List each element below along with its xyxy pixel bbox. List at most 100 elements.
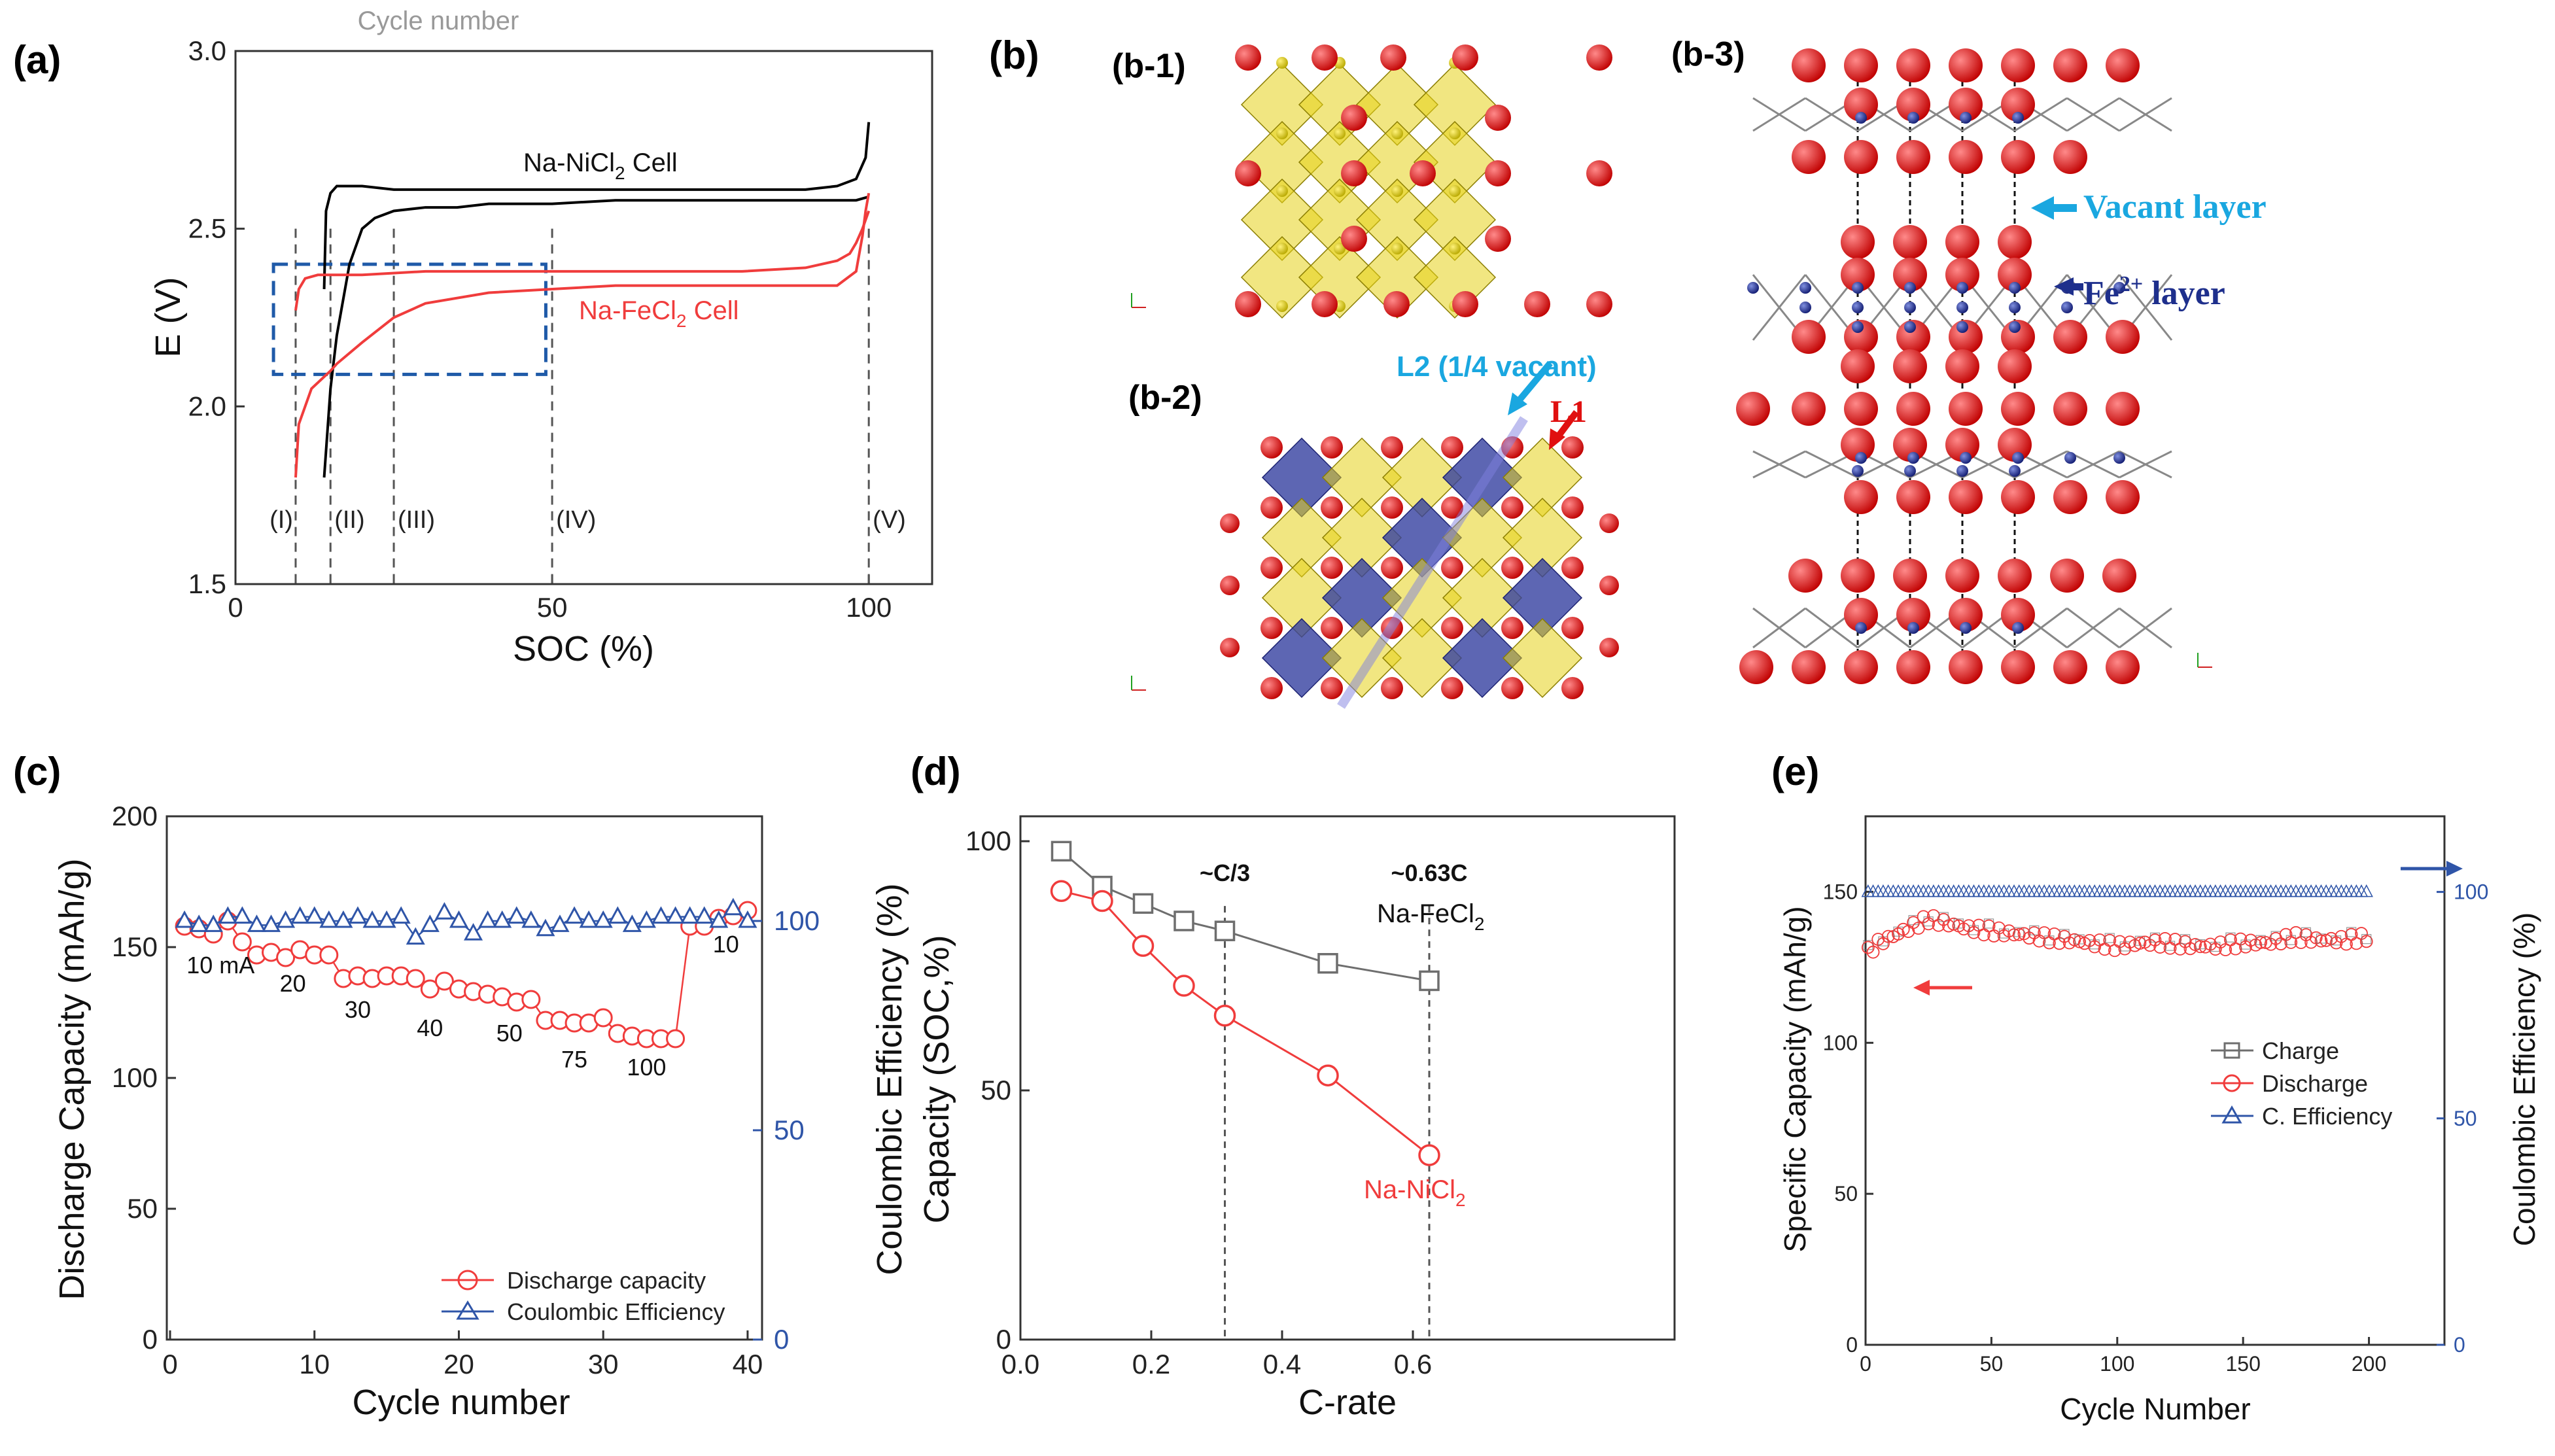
b1-atom xyxy=(1341,160,1367,186)
e-dis-point xyxy=(2053,937,2066,950)
c-point xyxy=(550,914,570,932)
e-dis-point xyxy=(1997,929,2011,943)
b3-blue-atom xyxy=(1907,112,1919,124)
a-series-3 xyxy=(294,192,871,478)
b3-red-atom xyxy=(1841,559,1875,593)
b2-l2-arrow xyxy=(1515,360,1553,405)
b3-blue-atom xyxy=(2113,452,2125,464)
b2-atom xyxy=(1220,513,1240,533)
b2-atom xyxy=(1441,496,1463,519)
b1-small-atom xyxy=(1391,128,1403,139)
b3-blue-atom xyxy=(1852,465,1864,477)
b3-bond xyxy=(1752,97,1806,132)
b3-red-atom xyxy=(1844,480,1878,514)
b3-red-atom xyxy=(1792,650,1826,684)
legend-e-marker-2 xyxy=(2223,1074,2241,1092)
chart-c-ticks: 0 10 20 30 40 0 50 100 150 200 0 50 100 xyxy=(112,801,820,1379)
a-series-0 xyxy=(322,122,871,290)
c-point xyxy=(608,906,627,924)
b3-blue-atom xyxy=(1799,282,1811,294)
e-dis-point xyxy=(2314,934,2328,948)
c-point xyxy=(738,910,757,928)
c-point xyxy=(218,906,237,924)
c-point xyxy=(175,910,194,928)
c-point xyxy=(536,918,555,937)
b1-atom xyxy=(1341,105,1367,131)
b1-small-atom xyxy=(1276,128,1288,139)
chart-e-y2label: Coulombic Efficiency (%) xyxy=(2507,912,2541,1246)
d-point xyxy=(1173,975,1195,997)
e-y2tick-label: 0 xyxy=(2454,1333,2465,1357)
b3-red-atom xyxy=(2001,650,2035,684)
b2-atom xyxy=(1441,557,1463,579)
d-point xyxy=(1317,1064,1339,1086)
chart-a-xlabel: SOC (%) xyxy=(513,629,654,668)
e-chg-point xyxy=(2089,939,2100,950)
e-dis-point xyxy=(2359,935,2373,948)
b3-blue-atom xyxy=(2113,282,2125,294)
c-point xyxy=(636,910,656,928)
e-dis-point xyxy=(2178,935,2192,948)
e-dis-point xyxy=(2174,943,2187,956)
a-series-1 xyxy=(322,195,869,478)
b3-blue-atom xyxy=(1907,622,1919,634)
a-ytick-label: 3.0 xyxy=(188,35,226,66)
b1-octahedron xyxy=(1240,235,1324,319)
b3-bond xyxy=(2066,97,2120,132)
b3-blue-atom xyxy=(1904,321,1916,333)
e-chg-point xyxy=(2059,929,2070,939)
legend-e-text-1: Charge xyxy=(2262,1037,2339,1064)
e-dis-point xyxy=(2324,931,2338,945)
b3-blue-atom xyxy=(1855,452,1867,464)
c-point xyxy=(406,969,425,988)
e-dis-point xyxy=(2008,928,2021,942)
chart-d-ticks: 0.0 0.2 0.4 0.6 0 50 100 xyxy=(965,825,1432,1379)
b3-blue-atom xyxy=(1956,282,1968,294)
b2-l1-arrow xyxy=(1554,410,1579,440)
b3-red-atom xyxy=(1945,428,1979,462)
c-point xyxy=(420,979,440,999)
c-xtick-label: 20 xyxy=(443,1349,474,1379)
b3-red-atom xyxy=(1949,598,1983,632)
b3-red-atom xyxy=(2106,48,2140,82)
b3-red-atom xyxy=(1893,258,1927,292)
legend-c-marker-1 xyxy=(457,1270,478,1291)
b3-red-atom xyxy=(1945,258,1979,292)
b3-bond xyxy=(2119,97,2172,132)
e-dis-point xyxy=(2204,937,2217,951)
chart-a-label-fecl2: Na-FeCl2 Cell xyxy=(579,296,739,331)
e-chg-point xyxy=(2301,927,2311,937)
b3-fe-arrow xyxy=(2054,277,2083,296)
d-point xyxy=(1051,841,1072,862)
chart-e-series xyxy=(1861,884,2373,959)
c-point xyxy=(189,914,209,932)
legend-e-text-2: Discharge xyxy=(2262,1070,2368,1097)
b3-blue-atom xyxy=(1907,452,1919,464)
b3-red-atom xyxy=(2053,140,2087,174)
c-point xyxy=(420,914,440,932)
b3-blue-atom xyxy=(2012,622,2024,634)
panel-e-label: (e) xyxy=(1771,750,1819,793)
b3-red-atom xyxy=(1893,225,1927,259)
e-dis-point xyxy=(1877,937,1890,950)
b1-small-atom xyxy=(1334,243,1346,254)
c-rate-label: 100 xyxy=(627,1054,666,1081)
b1-atom xyxy=(1380,44,1406,71)
d-xtick-label: 0.4 xyxy=(1263,1349,1301,1379)
b3-red-atom xyxy=(2053,320,2087,354)
b3-red-atom xyxy=(1736,392,1770,426)
b3-bond xyxy=(2066,607,2120,649)
a-region-label: (V) xyxy=(873,506,906,534)
chart-d-ylabel: Capacity (SOC,%) xyxy=(917,935,956,1223)
c-point xyxy=(695,906,714,924)
b3-vacant-arrow xyxy=(2031,196,2077,220)
b3-red-atom xyxy=(1945,559,1979,593)
e-xtick-label: 200 xyxy=(2352,1352,2386,1376)
a-region-label: (IV) xyxy=(556,506,596,534)
a-xtick-label: 0 xyxy=(228,592,243,623)
e-ytick-label: 0 xyxy=(1846,1333,1858,1357)
b3-red-atom xyxy=(1949,480,1983,514)
e-chg-point xyxy=(1968,925,1979,935)
b1-atom xyxy=(1485,160,1511,186)
c-point xyxy=(377,910,396,928)
